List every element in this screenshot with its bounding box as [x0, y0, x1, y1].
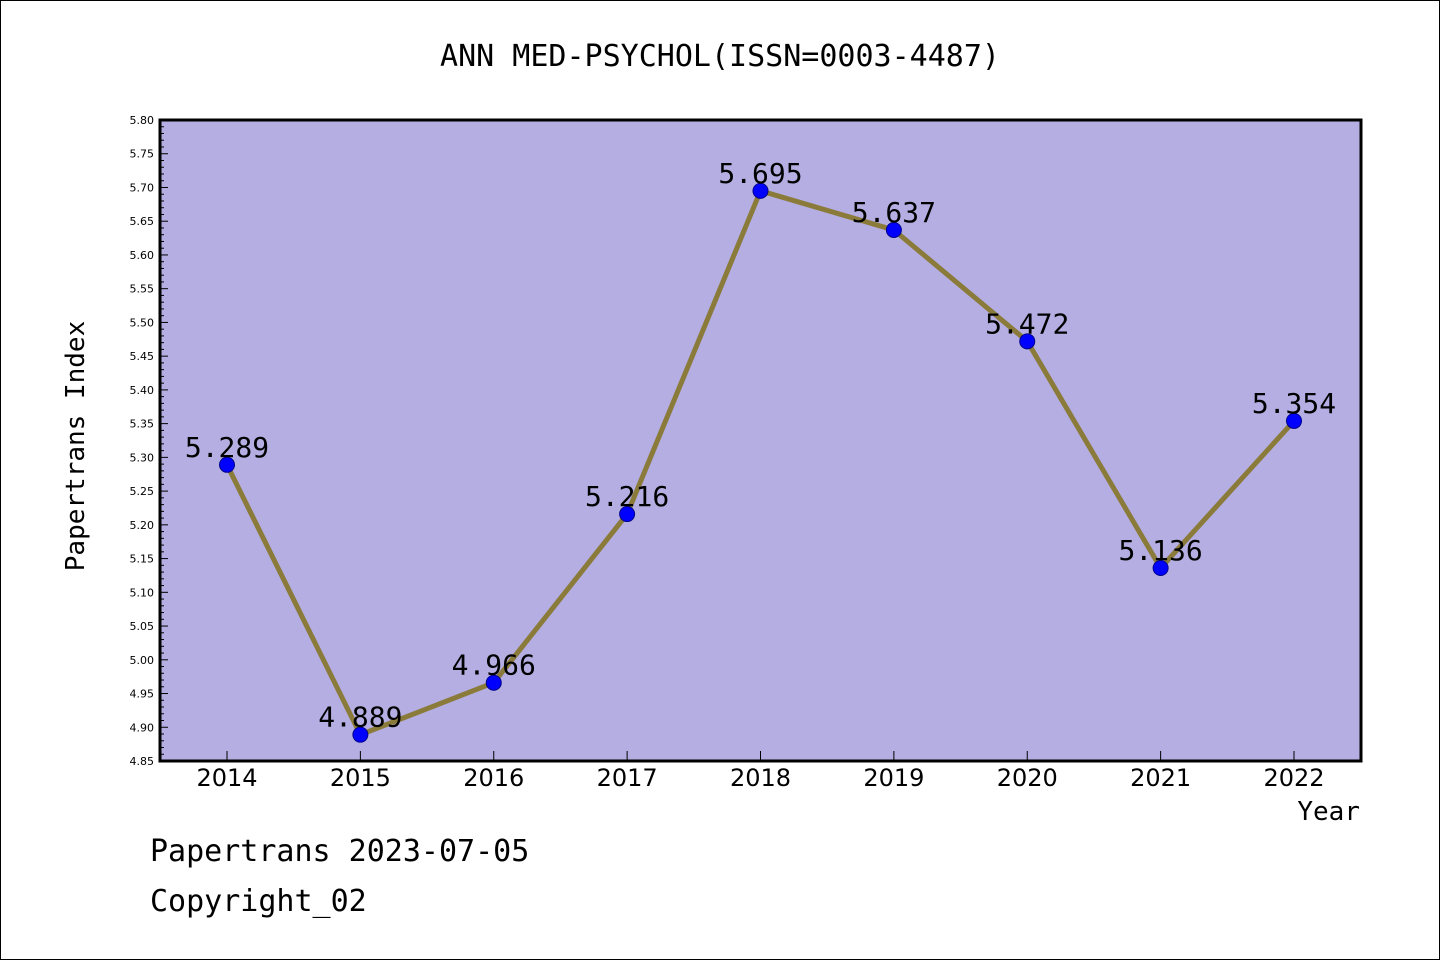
- x-tick-label: 2018: [730, 764, 791, 792]
- y-tick-label: 4.85: [130, 755, 155, 768]
- y-tick-label: 5.35: [130, 418, 155, 431]
- y-axis-label: Papertrans Index: [61, 321, 91, 571]
- data-label: 4.889: [318, 701, 402, 734]
- y-tick-label: 5.25: [130, 485, 155, 498]
- y-tick-label: 5.50: [130, 316, 155, 329]
- x-tick-label: 2019: [863, 764, 924, 792]
- data-label: 5.472: [985, 307, 1069, 340]
- y-tick-label: 5.65: [130, 215, 155, 228]
- x-tick-label: 2017: [597, 764, 658, 792]
- y-tick-label: 5.70: [130, 181, 155, 194]
- footer-copyright: Copyright_02: [150, 884, 367, 919]
- y-tick-label: 5.10: [130, 586, 155, 599]
- data-label: 5.216: [585, 480, 669, 513]
- data-labels: 5.289 4.889 4.966 5.216 5.695 5.637 5.472 5.136…: [185, 157, 1336, 734]
- data-point: [885, 221, 902, 238]
- data-point: [1286, 412, 1302, 429]
- data-point: [1152, 560, 1169, 577]
- data-point: [1019, 333, 1036, 350]
- y-tick-label: 5.55: [130, 283, 155, 296]
- data-point: [352, 726, 369, 743]
- y-tick-label: 5.45: [130, 350, 155, 363]
- data-point: [619, 506, 636, 523]
- x-tick-label: 2021: [1130, 764, 1191, 792]
- plot-area: [158, 118, 1363, 763]
- data-label: 5.637: [852, 196, 936, 229]
- data-label: 5.695: [718, 157, 802, 190]
- x-tick-label: 2020: [997, 764, 1058, 792]
- data-label: 5.289: [185, 431, 269, 464]
- y-tick-label: 4.90: [130, 721, 155, 734]
- y-tick-label: 4.95: [130, 688, 155, 701]
- y-tick-label: 5.15: [130, 553, 155, 566]
- y-tick-label: 5.40: [130, 384, 155, 397]
- data-point: [485, 674, 502, 691]
- y-tick-label: 5.75: [130, 148, 155, 161]
- x-tick-label: 2022: [1263, 764, 1324, 792]
- data-point: [219, 456, 235, 473]
- y-tick-label: 5.20: [130, 519, 155, 532]
- y-axis: 4.85 4.90 4.95 5.00 5.05 5.10 5.15 5.20 5.25 5.30…: [130, 114, 168, 768]
- x-axis: 2014 2015 2016 2017 2018 2019 2020 2021 2022: [196, 751, 1325, 792]
- y-tick-label: 5.80: [130, 114, 155, 127]
- y-tick-label: 5.60: [130, 249, 155, 262]
- x-tick-label: 2016: [463, 764, 524, 792]
- data-label: 4.966: [452, 649, 536, 682]
- x-tick-label: 2014: [196, 764, 257, 792]
- data-label: 5.136: [1118, 534, 1202, 567]
- data-label: 5.354: [1252, 387, 1336, 420]
- y-tick-label: 5.30: [130, 451, 155, 464]
- data-points: [219, 182, 1302, 743]
- data-point: [752, 182, 769, 199]
- x-tick-label: 2015: [330, 764, 391, 792]
- footer-date-line: Papertrans 2023-07-05: [150, 834, 530, 869]
- y-tick-label: 5.00: [130, 654, 155, 667]
- y-tick-label: 5.05: [130, 620, 155, 633]
- chart-title: ANN MED-PSYCHOL(ISSN=0003-4487): [440, 39, 1000, 74]
- x-axis-label: Year: [1297, 797, 1360, 827]
